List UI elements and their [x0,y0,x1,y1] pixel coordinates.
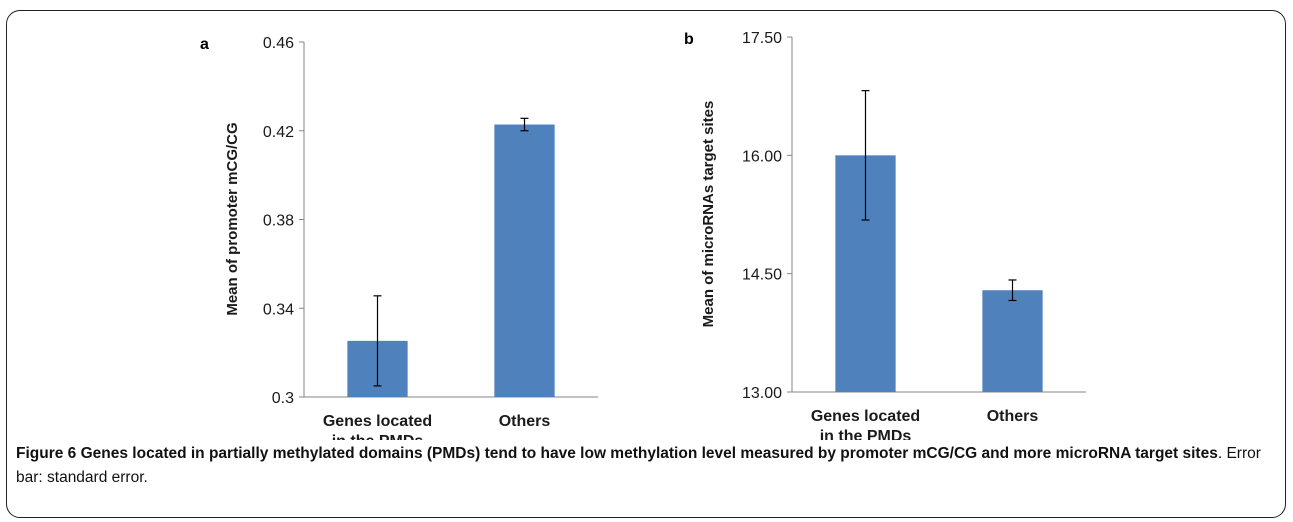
panel-a-letter: a [200,36,209,53]
panel-a-tick-label: 0.38 [263,213,294,230]
panel-a-tick-label: 0.3 [272,390,294,407]
panel-a-y-axis-label: Mean of promoter mCG/CG [224,122,241,315]
panel-b-tick-label: 16.00 [742,148,782,165]
panel-b-tick-label: 17.50 [742,30,782,47]
figure-charts: a Mean of promoter mCG/CG 0.46 0.42 0.38 0.… [200,30,1086,440]
panel-b-tick-label: 13.00 [742,385,782,402]
panel-b-category-label-1: Genes located in the PMDs [811,408,920,440]
panel-a-tick-label: 0.42 [263,124,294,141]
panel-a-bar-2 [494,124,555,397]
panel-b: b Mean of microRNAs target sites 17.50 16… [684,30,1086,440]
figure-caption: Figure 6 Genes located in partially meth… [16,442,1278,490]
figure-frame [6,10,1286,518]
panel-a-tick-label: 0.34 [263,301,294,318]
panel-b-bar-2 [982,290,1043,392]
panel-a: a Mean of promoter mCG/CG 0.46 0.42 0.38 0.… [200,35,598,440]
panel-b-tick-label: 14.50 [742,267,782,284]
panel-b-y-axis-label: Mean of microRNAs target sites [700,101,717,328]
panel-b-category-label-2: Others [987,408,1039,425]
panel-b-letter: b [684,31,694,48]
caption-label: Figure 6 [16,445,77,462]
panel-a-category-label-2: Others [499,413,551,430]
caption-rest: . Error bar: standard error. [16,445,1261,486]
panel-a-tick-label: 0.46 [263,35,294,52]
caption-bold-text: Genes located in partially methylated do… [80,445,1218,462]
